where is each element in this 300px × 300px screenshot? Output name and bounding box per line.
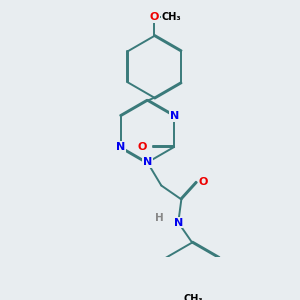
Text: H: H (155, 213, 164, 223)
Text: O: O (150, 13, 159, 22)
Text: CH₃: CH₃ (184, 294, 203, 300)
Text: CH₃: CH₃ (161, 13, 181, 22)
Text: O: O (138, 142, 147, 152)
Text: N: N (169, 111, 179, 121)
Text: N: N (174, 218, 183, 227)
Text: N: N (143, 158, 152, 167)
Text: O: O (199, 177, 208, 188)
Text: N: N (116, 142, 125, 152)
